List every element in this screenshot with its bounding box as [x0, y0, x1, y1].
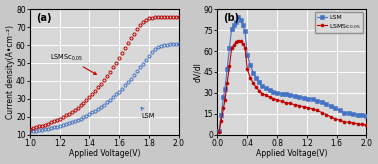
LSM — [217, 130, 221, 132]
LSM — [263, 87, 268, 89]
Legend: LSM, LSMSc$_{0.05}$: LSM, LSMSc$_{0.05}$ — [315, 12, 363, 33]
LSM — [251, 72, 256, 74]
X-axis label: Applied Voltage(V): Applied Voltage(V) — [256, 149, 328, 158]
Y-axis label: dV/dI: dV/dI — [193, 62, 202, 82]
LSM — [219, 114, 223, 116]
LSMSc$_{0.05}$ — [263, 94, 268, 96]
LSM — [306, 98, 311, 100]
LSM — [236, 16, 240, 18]
LSM — [229, 28, 234, 30]
LSM — [319, 101, 324, 103]
LSM — [240, 24, 245, 26]
LSM — [311, 98, 315, 100]
LSMSc$_{0.05}$ — [245, 68, 249, 70]
LSMSc$_{0.05}$ — [315, 109, 319, 111]
LSM — [346, 112, 351, 114]
LSM — [328, 105, 333, 107]
LSM — [254, 77, 259, 79]
LSMSc$_{0.05}$ — [227, 65, 232, 67]
LSMSc$_{0.05}$ — [302, 106, 306, 108]
LSMSc$_{0.05}$ — [251, 82, 256, 84]
LSMSc$_{0.05}$ — [293, 104, 297, 106]
LSMSc$_{0.05}$ — [225, 82, 229, 84]
LSM — [297, 96, 302, 98]
Text: (b): (b) — [223, 13, 240, 23]
LSM — [232, 24, 236, 26]
LSMSc$_{0.05}$ — [243, 47, 247, 49]
LSM — [324, 103, 328, 105]
LSM — [267, 89, 272, 91]
LSM — [234, 21, 239, 23]
LSM — [248, 64, 253, 66]
LSMSc$_{0.05}$ — [364, 124, 369, 126]
LSM — [351, 113, 355, 115]
LSM — [284, 93, 288, 95]
Y-axis label: Current density(A•cm⁻²): Current density(A•cm⁻²) — [6, 25, 15, 119]
LSM — [342, 112, 346, 113]
LSMSc$_{0.05}$ — [238, 40, 243, 42]
LSMSc$_{0.05}$ — [236, 40, 240, 41]
LSM — [257, 82, 262, 83]
LSM — [271, 91, 276, 92]
LSM — [315, 100, 319, 102]
LSMSc$_{0.05}$ — [219, 120, 223, 122]
LSM — [333, 107, 338, 109]
LSMSc$_{0.05}$ — [271, 98, 276, 100]
LSM — [302, 97, 306, 99]
LSMSc$_{0.05}$ — [248, 77, 253, 79]
LSMSc$_{0.05}$ — [311, 108, 315, 110]
LSMSc$_{0.05}$ — [260, 93, 265, 95]
LSMSc$_{0.05}$ — [240, 43, 245, 45]
LSMSc$_{0.05}$ — [297, 104, 302, 106]
LSM — [260, 85, 265, 87]
LSM — [288, 94, 293, 96]
LSMSc$_{0.05}$ — [257, 90, 262, 92]
LSM — [275, 92, 279, 94]
Line: LSM: LSM — [217, 16, 368, 132]
LSMSc$_{0.05}$ — [346, 121, 351, 123]
LSM — [337, 109, 342, 111]
LSMSc$_{0.05}$ — [234, 41, 239, 43]
Text: LSM: LSM — [141, 107, 155, 119]
LSMSc$_{0.05}$ — [232, 44, 236, 46]
LSMSc$_{0.05}$ — [254, 86, 259, 88]
LSMSc$_{0.05}$ — [288, 102, 293, 104]
LSM — [279, 93, 284, 95]
LSM — [227, 47, 232, 49]
LSMSc$_{0.05}$ — [342, 121, 346, 123]
LSMSc$_{0.05}$ — [267, 96, 272, 98]
LSMSc$_{0.05}$ — [351, 122, 355, 124]
LSM — [355, 114, 360, 116]
LSMSc$_{0.05}$ — [275, 99, 279, 101]
LSMSc$_{0.05}$ — [337, 119, 342, 121]
Line: LSMSc$_{0.05}$: LSMSc$_{0.05}$ — [217, 39, 368, 134]
LSMSc$_{0.05}$ — [279, 100, 284, 102]
LSMSc$_{0.05}$ — [221, 107, 226, 109]
LSMSc$_{0.05}$ — [223, 99, 227, 101]
LSMSc$_{0.05}$ — [324, 114, 328, 116]
LSMSc$_{0.05}$ — [333, 118, 338, 120]
Text: LSMSc$_{0.05}$: LSMSc$_{0.05}$ — [50, 52, 96, 74]
LSMSc$_{0.05}$ — [360, 123, 364, 125]
X-axis label: Applied Voltage(V): Applied Voltage(V) — [68, 149, 140, 158]
LSM — [245, 54, 249, 56]
LSM — [238, 19, 243, 21]
LSMSc$_{0.05}$ — [284, 102, 288, 104]
LSM — [243, 31, 247, 32]
LSM — [221, 96, 226, 98]
LSMSc$_{0.05}$ — [229, 47, 234, 49]
LSM — [225, 68, 229, 70]
LSMSc$_{0.05}$ — [328, 116, 333, 118]
LSMSc$_{0.05}$ — [355, 123, 360, 125]
LSMSc$_{0.05}$ — [319, 112, 324, 113]
LSMSc$_{0.05}$ — [217, 131, 221, 133]
Text: (a): (a) — [36, 13, 51, 23]
LSM — [360, 114, 364, 116]
LSM — [364, 115, 369, 117]
LSM — [223, 88, 227, 90]
LSM — [293, 95, 297, 97]
LSMSc$_{0.05}$ — [306, 107, 311, 109]
